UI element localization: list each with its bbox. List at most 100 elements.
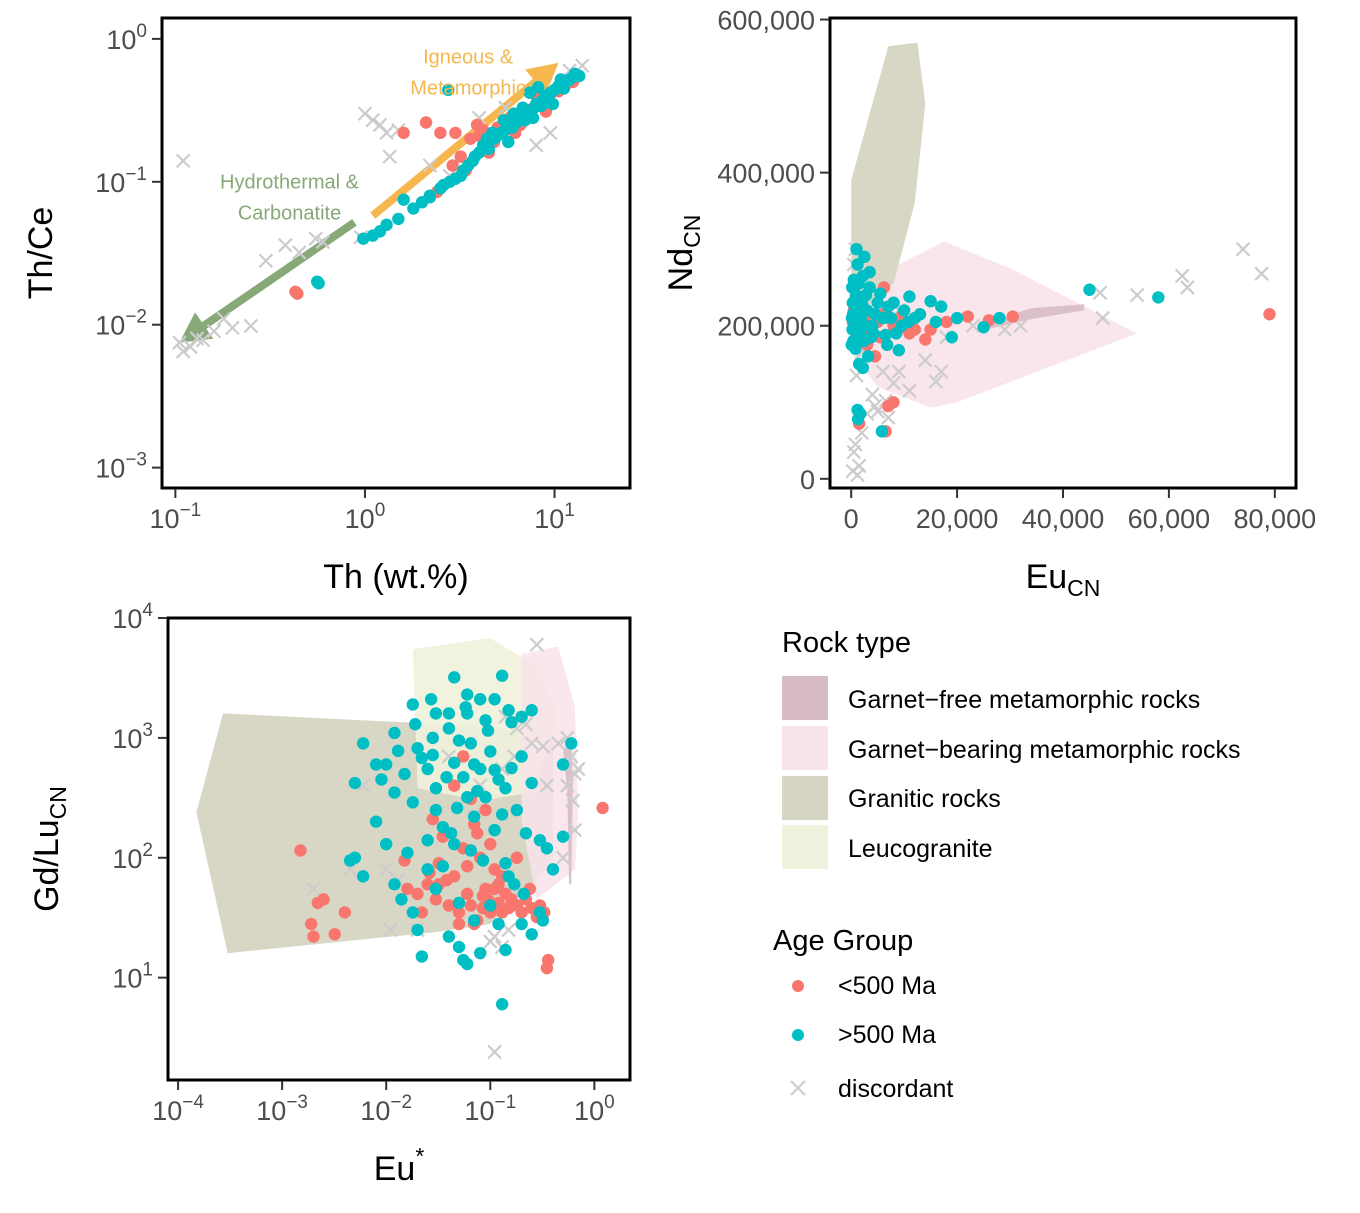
point-young (328, 928, 341, 941)
x-axis-title: Eu* (374, 1143, 425, 1188)
point-young (419, 116, 433, 129)
region-granitic-rocks (851, 42, 926, 311)
point-young (434, 126, 447, 140)
point-young (479, 803, 492, 817)
point-old (415, 751, 429, 765)
point-old (380, 758, 393, 771)
x-tick-label: 101 (534, 500, 575, 534)
point-old (356, 870, 370, 883)
point-old (993, 311, 1006, 325)
point-old (515, 710, 528, 723)
point-old (388, 878, 401, 891)
arrow-head-1 (179, 312, 214, 343)
point-old (388, 786, 401, 799)
point-old (525, 704, 538, 717)
legend-swatch-granitic (782, 776, 828, 820)
point-discordant (378, 862, 394, 877)
point-old (436, 860, 450, 873)
legend-label-discordant: discordant (838, 1075, 953, 1103)
point-old (502, 704, 515, 717)
point-discordant (891, 364, 907, 379)
point-old (429, 782, 443, 795)
point-discordant (422, 158, 438, 173)
point-old (467, 914, 481, 927)
point-old (863, 265, 876, 279)
point-old (401, 846, 414, 859)
x-tick-label: 40,000 (1022, 504, 1105, 534)
point-old (533, 834, 547, 847)
point-young (448, 779, 461, 792)
point-old (924, 295, 937, 308)
point-old (488, 763, 501, 777)
point-young (429, 893, 443, 906)
point-old (879, 328, 892, 342)
y-tick-label: 101 (112, 960, 153, 994)
y-tick-label: 0 (800, 465, 815, 495)
point-old (429, 707, 443, 720)
point-young (294, 844, 307, 857)
point-old (510, 803, 524, 817)
point-old (461, 688, 474, 701)
point-young (401, 882, 414, 896)
point-old (499, 857, 512, 870)
point-young (454, 150, 467, 163)
point-old (515, 917, 528, 931)
point-young (304, 917, 318, 931)
point-old (546, 863, 560, 876)
point-old (505, 761, 518, 775)
point-discordant (933, 364, 949, 379)
point-old (484, 745, 497, 758)
point-old (525, 776, 538, 790)
point-old (484, 899, 497, 912)
point-old (502, 135, 515, 149)
y-axis-title: NdCN (662, 215, 705, 292)
point-old (457, 770, 470, 784)
point-old (846, 323, 859, 336)
point-old (889, 327, 903, 340)
point-old (406, 906, 419, 919)
x-tick-label: 100 (345, 500, 386, 534)
point-young (457, 750, 470, 763)
point-old (861, 350, 875, 363)
point-young (446, 159, 459, 172)
point-old (935, 300, 948, 313)
point-old (406, 796, 419, 809)
point-old (448, 671, 461, 684)
legend-label-old: >500 Ma (838, 1021, 936, 1049)
point-old (536, 914, 550, 927)
point-old (440, 770, 453, 784)
point-old (474, 946, 487, 960)
point-old (495, 669, 509, 682)
point-discordant (567, 822, 583, 838)
annotation-0: Igneous & Metamorphic (410, 47, 526, 100)
point-old (421, 834, 434, 847)
point-young (397, 126, 410, 140)
x-axis-title: EuCN (1026, 558, 1101, 601)
point-young (476, 889, 490, 903)
point-old (380, 218, 393, 232)
point-old (507, 107, 521, 120)
point-old (348, 776, 362, 790)
point-old (398, 767, 411, 781)
point-young (961, 310, 974, 323)
legend-swatch-garnet-free (782, 676, 828, 720)
point-discordant (880, 410, 896, 425)
point-young (541, 953, 555, 967)
point-old (429, 803, 443, 817)
legend-marker-old (792, 1029, 804, 1041)
point-old (369, 758, 383, 771)
point-old (499, 943, 512, 957)
point-young (510, 851, 524, 864)
point-young (415, 906, 429, 919)
point-old (461, 957, 474, 971)
point-old (903, 290, 916, 303)
y-tick-label: 10−2 (95, 307, 147, 341)
point-old (525, 928, 538, 941)
point-discordant (278, 237, 293, 253)
point-old (499, 782, 512, 795)
legend-label-young: <500 Ma (838, 972, 936, 1000)
point-young (882, 399, 895, 413)
point-discordant (308, 231, 324, 246)
point-discordant (997, 322, 1013, 337)
